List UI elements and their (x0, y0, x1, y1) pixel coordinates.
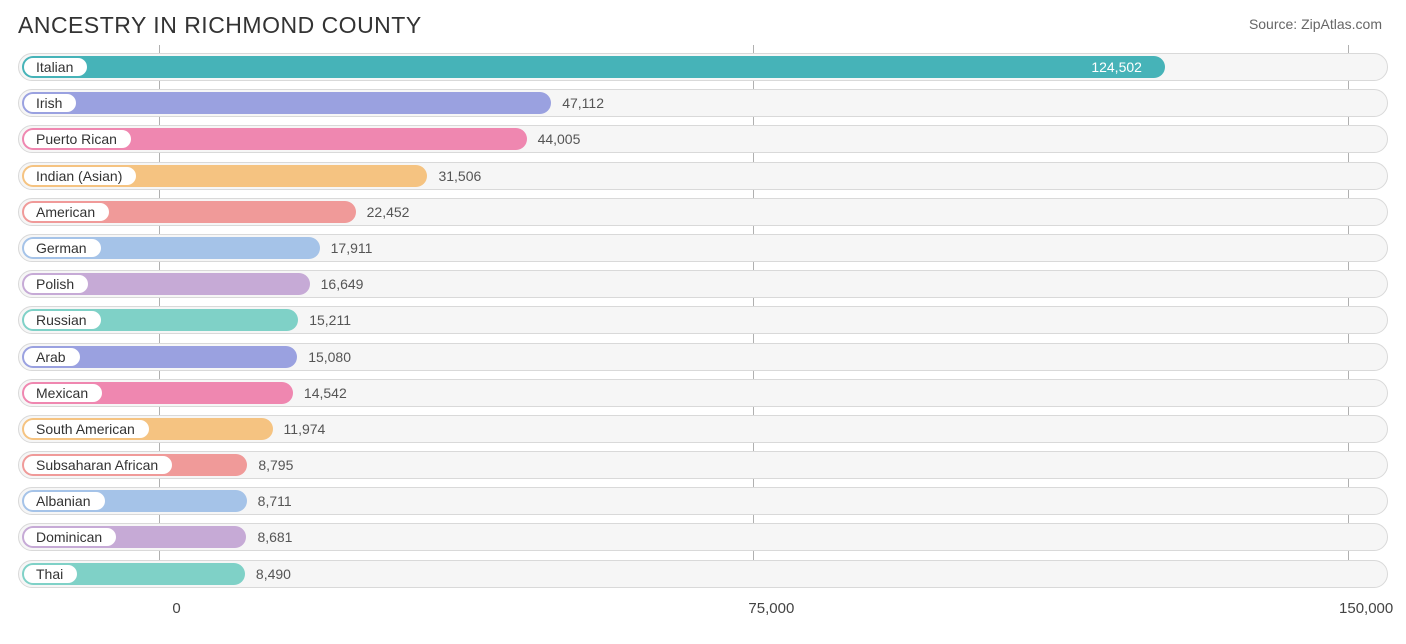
category-pill: German (23, 238, 102, 258)
bar-row: Polish 16,649 (18, 270, 1388, 298)
bar-row: Dominican 8,681 (18, 523, 1388, 551)
category-pill: Subsaharan African (23, 455, 173, 475)
bar-row: American 22,452 (18, 198, 1388, 226)
bar-fill (22, 56, 1165, 78)
category-pill: Dominican (23, 527, 117, 547)
category-pill: Arab (23, 347, 81, 367)
chart-source: Source: ZipAtlas.com (1249, 12, 1382, 32)
chart-area: Italian 124,502 Irish 47,112 Puerto Rican 44,… (0, 45, 1406, 622)
bar-row: Thai 8,490 (18, 560, 1388, 588)
value-label: 11,974 (284, 416, 326, 442)
bar-row: Albanian 8,711 (18, 487, 1388, 515)
bar-row: Arab 15,080 (18, 343, 1388, 371)
category-pill: Italian (23, 57, 88, 77)
value-label: 17,911 (331, 235, 373, 261)
category-pill: Irish (23, 93, 77, 113)
value-label: 8,681 (257, 524, 292, 550)
value-label: 47,112 (562, 90, 604, 116)
value-label: 44,005 (538, 126, 581, 152)
bar-row: Irish 47,112 (18, 89, 1388, 117)
tick-label: 0 (172, 600, 180, 617)
value-label: 16,649 (321, 271, 364, 297)
tick-label: 150,000 (1339, 600, 1393, 617)
bar-fill (22, 92, 551, 114)
bar-row: Mexican 14,542 (18, 379, 1388, 407)
bar-row: Puerto Rican 44,005 (18, 125, 1388, 153)
chart-header: ANCESTRY IN RICHMOND COUNTY Source: ZipA… (0, 0, 1406, 45)
bar-row: Italian 124,502 (18, 53, 1388, 81)
value-label: 124,502 (1091, 54, 1142, 80)
value-label: 15,080 (308, 344, 351, 370)
category-pill: Indian (Asian) (23, 166, 137, 186)
value-label: 31,506 (438, 163, 481, 189)
value-label: 14,542 (304, 380, 347, 406)
bar-row: Russian 15,211 (18, 306, 1388, 334)
category-pill: Mexican (23, 383, 103, 403)
value-label: 22,452 (367, 199, 410, 225)
category-pill: Puerto Rican (23, 129, 132, 149)
tick-label: 75,000 (748, 600, 794, 617)
category-pill: Thai (23, 564, 78, 584)
bar-row: Subsaharan African 8,795 (18, 451, 1388, 479)
category-pill: Russian (23, 310, 102, 330)
value-label: 8,490 (256, 561, 291, 587)
category-pill: Polish (23, 274, 89, 294)
bar-row: South American 11,974 (18, 415, 1388, 443)
value-label: 15,211 (309, 307, 351, 333)
category-pill: South American (23, 419, 150, 439)
value-label: 8,795 (258, 452, 293, 478)
category-pill: Albanian (23, 491, 106, 511)
value-label: 8,711 (258, 488, 292, 514)
bar-row: Indian (Asian) 31,506 (18, 162, 1388, 190)
bar-row: German 17,911 (18, 234, 1388, 262)
x-axis: 075,000150,000 (18, 596, 1388, 622)
chart-title: ANCESTRY IN RICHMOND COUNTY (18, 12, 422, 39)
category-pill: American (23, 202, 110, 222)
